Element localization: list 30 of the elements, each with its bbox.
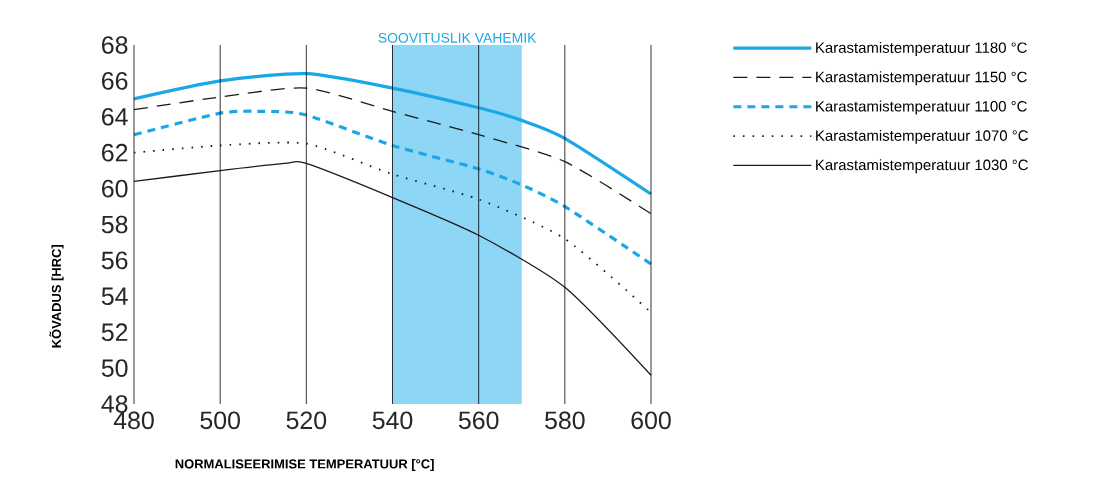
text: Karastamistemperatuur 1180 °C [816,41,1027,56]
x-tick-label: 540 [372,411,413,430]
x-tick-label: 580 [545,411,585,430]
line-series [133,87,652,215]
y-tick-label: 62 [102,143,128,162]
y-tick-label: 60 [102,179,128,198]
y-tick-label: 48 [101,395,128,413]
line-series [132,109,653,266]
band-label: SOOVITUSLIK VAHEMIK [378,32,537,43]
line-series [132,72,653,196]
x-tick-label: 500 [200,411,240,430]
text: Karastamistemperatuur 1030 °C [816,159,1028,174]
y-tick-label: 66 [102,72,128,90]
x-tick-label: 520 [286,411,327,430]
y-tick-label: 52 [101,323,128,342]
text: Karastamistemperatuur 1070 °C [816,129,1028,144]
y-axis-title: KÕVADUS [HRC] [49,244,64,348]
y-tick-label: 56 [101,251,128,270]
line-series [133,161,652,376]
text: Karastamistemperatuur 1150 °C [816,71,1027,86]
y-tick-label: 54 [101,287,128,305]
x-axis-title: NORMALISEERIMISE TEMPERATUUR [°C] [175,458,434,472]
y-tick-label: 50 [101,359,128,377]
y-tick-label: 64 [102,107,128,126]
y-tick-label: 68 [102,36,128,54]
y-tick-label: 58 [101,215,128,234]
x-tick-label: 560 [458,411,499,430]
x-tick-label: 600 [631,411,671,430]
text: Karastamistemperatuur 1100 °C [816,100,1027,115]
x-tick-label: 480 [113,411,154,430]
